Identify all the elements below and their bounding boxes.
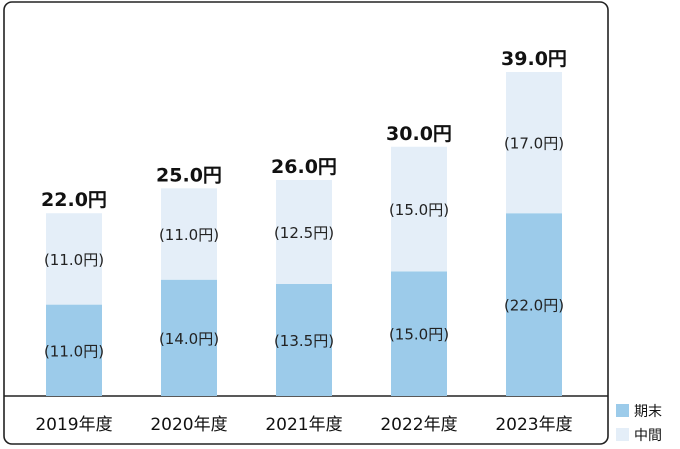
bar-total-label: 22.0円 <box>41 189 107 211</box>
legend-swatch-chukan <box>616 428 629 441</box>
bar-segment-chukan <box>506 72 562 214</box>
segment-label-kimatsu: (15.0円) <box>389 326 449 344</box>
x-tick-label: 2019年度 <box>35 415 112 435</box>
bar-segment-kimatsu <box>46 304 102 396</box>
segment-label-kimatsu: (13.5円) <box>274 332 334 350</box>
x-tick-label: 2020年度 <box>150 415 227 435</box>
bars-group: (11.0円) (11.0円) 22.0円 2019年度 (14.0円) (11.0円) 2… <box>35 48 572 435</box>
bar-segment-chukan <box>161 188 217 280</box>
chart-frame <box>3 1 609 445</box>
legend-swatch-kimatsu <box>616 404 629 417</box>
legend-label-chukan: 中間 <box>634 428 662 444</box>
bar-segment-kimatsu <box>161 279 217 396</box>
bar-segment-chukan <box>391 146 447 272</box>
segment-label-chukan: (17.0円) <box>504 135 564 153</box>
bar-total-label: 25.0円 <box>156 164 222 186</box>
segment-label-chukan: (11.0円) <box>159 226 219 244</box>
bar-total-label: 26.0円 <box>271 156 337 178</box>
bar-segment-kimatsu <box>506 213 562 396</box>
bar-segment-chukan <box>276 180 332 284</box>
segment-label-chukan: (15.0円) <box>389 201 449 219</box>
bar-total-label: 39.0円 <box>501 48 567 70</box>
x-tick-label: 2021年度 <box>265 415 342 435</box>
legend: 期末 中間 <box>616 404 662 444</box>
segment-label-kimatsu: (14.0円) <box>159 330 219 348</box>
segment-label-kimatsu: (11.0円) <box>44 342 104 360</box>
segment-label-chukan: (12.5円) <box>274 224 334 242</box>
x-tick-label: 2022年度 <box>380 415 457 435</box>
segment-label-kimatsu: (22.0円) <box>504 297 564 315</box>
x-tick-label: 2023年度 <box>495 415 572 435</box>
bar-segment-chukan <box>46 213 102 305</box>
bar-total-label: 30.0円 <box>386 123 452 145</box>
segment-label-chukan: (11.0円) <box>44 251 104 269</box>
bar-segment-kimatsu <box>276 283 332 396</box>
bar-segment-kimatsu <box>391 271 447 396</box>
legend-label-kimatsu: 期末 <box>634 404 662 420</box>
